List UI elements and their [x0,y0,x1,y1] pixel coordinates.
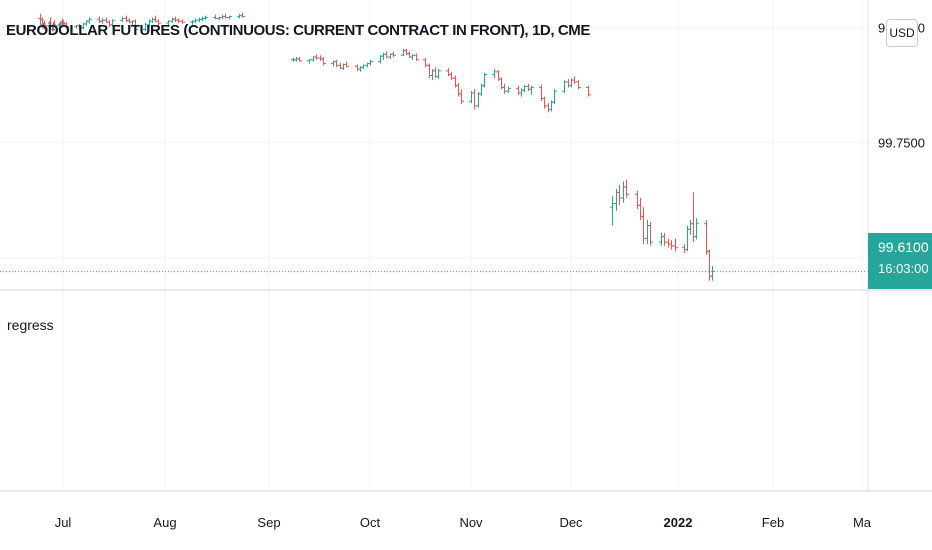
ohlc-bar [334,59,339,68]
ohlc-bar [662,232,667,246]
ohlc-bar [529,85,534,95]
ohlc-bar [64,22,69,29]
ohlc-bar [694,218,699,240]
ohlc-bar [666,238,671,248]
ohlc-bar [710,266,715,281]
time-tick-label: Feb [762,515,784,530]
ohlc-bar [436,69,441,80]
indicator-label[interactable]: regress [7,317,54,333]
ohlc-bar [691,192,696,243]
currency-button[interactable]: USD [886,19,918,47]
chart-title: EURODOLLAR FUTURES (CONTINUOUS: CURRENT … [6,22,591,39]
ohlc-bar [391,51,396,58]
time-tick-label: Nov [459,515,483,530]
ohlc-bar [446,68,451,77]
ohlc-bar [519,88,524,97]
ohlc-bar [546,103,551,113]
price-bars [38,12,715,281]
ohlc-bar [566,79,571,88]
ohlc-bar [621,181,626,203]
ohlc-bar [482,72,487,88]
ohlc-bar [133,19,138,33]
ohlc-bar [688,220,693,235]
ohlc-bar [459,89,464,105]
ohlc-bar [624,179,629,198]
price-tick-label: 99.7500 [878,136,925,151]
ohlc-bar [314,54,319,60]
grid-lines [0,0,868,491]
bar-countdown: 16:03:00 [878,261,929,276]
ohlc-bar [297,57,302,62]
ohlc-bar [576,80,581,90]
ohlc-bar [506,86,511,93]
ohlc-bar [492,69,497,79]
ohlc-bar [586,85,591,97]
ohlc-bar [42,20,47,30]
time-tick-label: Oct [360,515,381,530]
ohlc-bar [659,232,664,246]
ohlc-bar [476,92,481,108]
ohlc-bar [87,17,92,24]
ohlc-bar [522,84,527,93]
ohlc-bar [401,48,406,57]
time-tick-label: Dec [559,515,583,530]
time-tick-label: Aug [153,515,176,530]
ohlc-bar [542,96,547,109]
ohlc-bar [52,20,57,27]
ohlc-bar [427,63,432,79]
ohlc-bar [617,185,622,206]
ohlc-bar [648,221,653,246]
ohlc-bar [404,48,409,56]
time-axis[interactable]: Jul Aug Sep Oct Nov Dec 2022 Feb Ma [55,515,872,530]
time-tick-label: Ma [853,515,872,530]
time-tick-label: Sep [257,515,280,530]
ohlc-bar [552,89,557,105]
ohlc-bar [180,19,185,24]
ohlc-bar [110,19,115,27]
ohlc-bar [240,12,245,18]
time-tick-label: 2022 [664,515,693,530]
time-tick-label: Jul [55,515,72,530]
ohlc-bar [156,19,161,26]
last-price-value: 99.6100 [878,239,929,255]
ohlc-bar [203,15,208,21]
ohlc-bar [572,76,577,84]
ohlc-bar [355,64,360,71]
ohlc-bar [414,53,419,61]
price-axis[interactable]: 99.875099.750099.6250 [878,21,925,266]
ohlc-bar [610,196,615,226]
ohlc-bar [321,57,326,66]
ohlc-bar [344,61,349,68]
ohlc-bar [669,240,674,250]
ohlc-bar [227,15,232,20]
ohlc-bar [368,59,373,66]
last-price-tag: 99.6100 16:03:00 [868,233,932,289]
ohlc-bar [449,71,454,81]
ohlc-bar [645,220,650,244]
ohlc-bar [472,89,477,110]
ohlc-bar [318,55,323,61]
ohlc-bar [635,190,640,209]
ohlc-bar [502,83,507,94]
ohlc-bar [456,82,461,97]
ohlc-bar [682,243,687,254]
ohlc-bar [704,220,709,256]
ohlc-bar [526,83,531,92]
ohlc-bar [673,238,678,252]
ohlc-bar [381,52,386,60]
